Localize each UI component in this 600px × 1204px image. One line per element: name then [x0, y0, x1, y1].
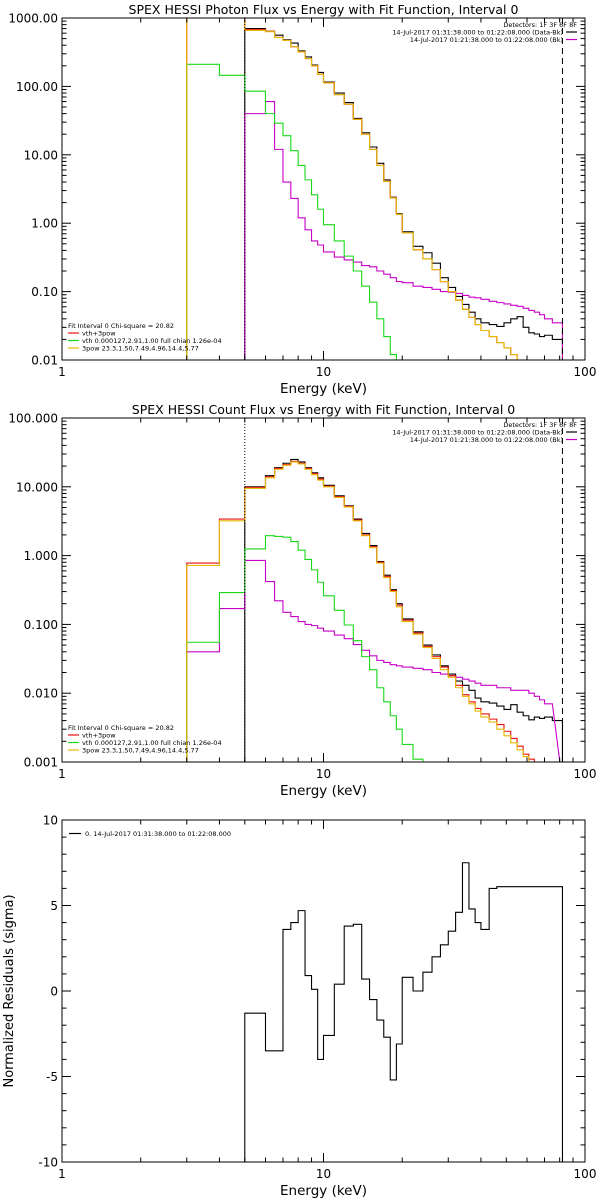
series-line-vth+3pow: [186, 460, 553, 762]
y-tick-label: 5: [50, 899, 58, 913]
series-line-bk: [186, 559, 561, 762]
series-group: [244, 862, 564, 1162]
chart-panel-1: 1 10 100 Energy (keV) 0.001 0.010 0.100 1.000 10…: [8, 402, 596, 799]
y-tick-label: 0.10: [31, 285, 58, 299]
y-tick-label: -10: [38, 1156, 58, 1170]
legend-entry-label: 3pow 23.3,1.50,7.49,4.96,14.4,5.77: [82, 345, 199, 353]
y-tick-label: 1.000: [24, 549, 58, 563]
legend-entry-label: 3pow 23.3,1.50,7.49,4.96,14.4,5.77: [82, 747, 199, 755]
chart-title: SPEX HESSI Count Flux vs Energy with Fit…: [132, 402, 515, 417]
series-line-vth: [186, 535, 553, 762]
x-axis-label: Energy (keV): [280, 381, 367, 397]
y-tick-label: 10.00: [24, 148, 58, 162]
x-tick-label: 10: [316, 365, 331, 379]
legend-bottom-left: Fit Interval 0 Chi-square = 20.82vth+3po…: [68, 322, 222, 353]
legend-entry-label: 14-Jul-2017 01:21:38.000 to 01:22:08.000…: [410, 36, 563, 44]
y-tick-label: 10: [43, 814, 58, 828]
y-tick-label: 0.01: [31, 354, 58, 368]
plot-frame: [61, 819, 586, 1163]
series-line-vth: [186, 63, 397, 360]
x-tick-label: 100: [574, 365, 597, 379]
legend-entry-label: vth 0.000127,2.91,1.00 full chian 1.26e-…: [82, 337, 222, 345]
chart-title: SPEX HESSI Photon Flux vs Energy with Fi…: [129, 2, 519, 17]
x-tick-label: 10: [316, 767, 331, 781]
y-axis-label: Normalized Residuals (sigma): [2, 894, 17, 1087]
series-line-3pow: [186, 461, 553, 762]
y-tick-label: -5: [46, 1070, 58, 1084]
x-axis-label: Energy (keV): [280, 1183, 367, 1199]
y-tick-label: 1000.00: [8, 12, 58, 26]
legend-entry-label: vth+3pow: [82, 732, 116, 740]
legend-entry-label: 14-Jul-2017 01:21:38.000 to 01:22:08.000…: [410, 436, 563, 444]
legend-header: Detectors: 1F 3F 6F 8F: [503, 21, 577, 29]
legend-bottom-left: Fit Interval 0 Chi-square = 20.82vth+3po…: [68, 724, 222, 755]
chart-panel-2: 1 10 100 Energy (keV) -10 -5 0 5 10 Normalized Re…: [2, 814, 596, 1200]
legend-header: Fit Interval 0 Chi-square = 20.82: [68, 322, 174, 330]
plot-frame: [61, 17, 586, 361]
series-line-bk: [244, 101, 564, 360]
x-tick-label: 100: [574, 1167, 597, 1181]
x-tick-label: 100: [574, 767, 597, 781]
y-tick-label: 0.010: [24, 687, 58, 701]
x-tick-label: 1: [58, 767, 66, 781]
y-tick-label: 0.001: [24, 756, 58, 770]
x-axis-label: Energy (keV): [280, 783, 367, 799]
series-line-vth+3pow: [186, 18, 524, 360]
legend-entry-label: 14-Jul-2017 01:31:38.000 to 01:22:08.000…: [392, 29, 563, 37]
series-line-data-bk: [244, 28, 564, 360]
series-line-3pow: [186, 18, 524, 360]
x-tick-label: 10: [316, 1167, 331, 1181]
legend-entry-label: vth 0.000127,2.91,1.00 full chian 1.26e-…: [82, 739, 222, 747]
y-tick-label: 1.00: [31, 217, 58, 231]
chart-panel-0: 1 10 100 Energy (keV) 0.01 0.10 1.00 10.00 100.0…: [8, 2, 597, 397]
legend-entry-label: vth+3pow: [82, 330, 116, 338]
x-tick-label: 1: [58, 365, 66, 379]
x-tick-label: 1: [58, 1167, 66, 1181]
series-group: [186, 458, 564, 762]
y-tick-label: 100.00: [16, 80, 58, 94]
y-tick-label: 0.100: [24, 618, 58, 632]
series-line-data-bk: [244, 458, 564, 762]
legend-header: Detectors: 1F 3F 6F 8F: [503, 421, 577, 429]
series-group: [186, 18, 564, 360]
series-line-residuals: [244, 862, 564, 1162]
y-tick-label: 10.000: [16, 480, 58, 494]
legend-header: Fit Interval 0 Chi-square = 20.82: [68, 724, 174, 732]
y-tick-label: 0: [50, 985, 58, 999]
legend-entry-label: 14-Jul-2017 01:31:38.000 to 01:22:08.000…: [392, 429, 563, 437]
legend-entry-label: 0. 14-Jul-2017 01:31:38.000 to 01:22:08.…: [85, 830, 231, 838]
legend-top-left: 0. 14-Jul-2017 01:31:38.000 to 01:22:08.…: [69, 830, 231, 838]
y-tick-label: 100.000: [8, 412, 58, 426]
